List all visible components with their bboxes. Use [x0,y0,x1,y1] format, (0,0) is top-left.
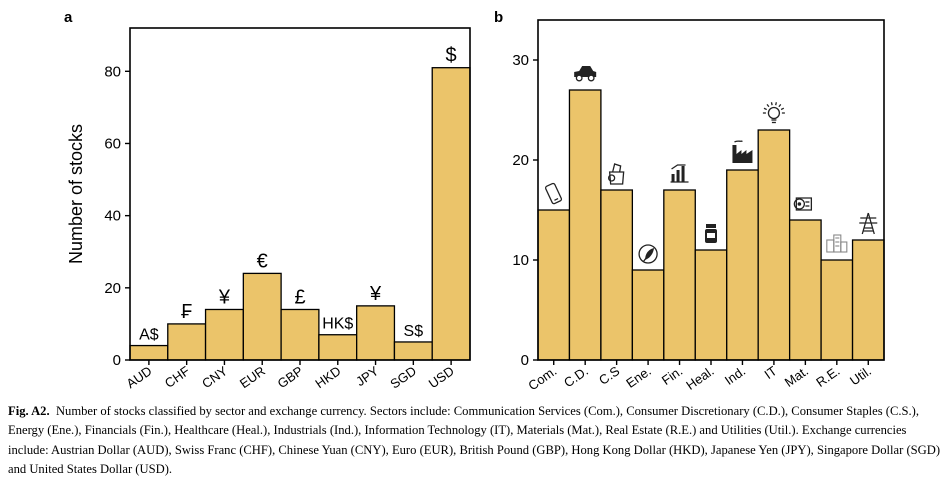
x-tick-label: Util. [847,363,874,388]
power-tower-icon [859,212,878,235]
x-tick-label: Com. [525,363,559,393]
bar-symbol: ¥ [369,283,382,305]
bar-symbol: HK$ [322,316,353,333]
bar-sgd [393,341,433,361]
x-tick-label: Ene. [623,363,654,391]
x-tick-label: Ind. [722,363,748,388]
x-tick-label: C.S [596,363,623,388]
y-tick-label: 30 [512,52,529,69]
bar-symbol: ₣ [181,301,192,323]
x-tick-label: CHF [162,363,193,391]
phone-icon [544,182,563,205]
bar-jpy [356,305,396,361]
factory-icon [732,140,753,163]
bar-eur [242,272,282,361]
bar-symbol: € [257,250,268,272]
bar-gbp [280,308,320,361]
bar-mat [788,219,822,361]
y-tick-label: 80 [104,63,121,80]
bar-ene [631,269,665,361]
bar-heal [694,249,728,361]
x-tick-label: SGD [387,363,419,391]
bar-util [851,239,885,361]
y-tick-label: 40 [104,208,121,225]
medicine-bottle-icon [705,224,717,243]
y-tick-label: 0 [521,352,529,369]
bar-ind [726,169,759,361]
y-tick-label: 20 [512,152,529,169]
x-tick-label: Heal. [683,363,716,393]
grocery-bag-icon [607,163,625,185]
y-tick-label: 60 [104,135,121,152]
bar-cny [204,308,244,361]
bar-com [537,209,571,361]
bar-cs [600,189,634,361]
bar-symbol: $ [446,45,457,67]
x-tick-label: CNY [199,363,230,391]
x-tick-label: HKD [312,363,343,391]
figure: 0 20 40 60 80 AUD CHF CNY EUR GBP HKD JPY SGD USD A$ ₣ ¥… [64,9,885,393]
lightbulb-icon [762,102,785,124]
energy-leaf-icon [638,244,658,264]
figure-caption: Fig. A2. Number of stocks classified by … [8,402,944,480]
caption-text: Number of stocks classified by sector an… [8,404,941,477]
x-tick-label: IT [762,363,780,382]
x-tick-label: Fin. [659,363,685,388]
bar-cd [568,89,602,361]
x-tick-label: C.D. [561,363,591,390]
bar-hkd [318,334,358,361]
x-tick-label: USD [426,363,457,391]
y-tick-label: 0 [113,352,121,369]
car-icon [574,66,597,82]
bar-it [757,129,791,361]
bar-symbol: £ [294,286,305,308]
x-tick-label: EUR [237,363,268,391]
bar-symbol: ¥ [218,286,231,308]
y-axis-label: Number of stocks [66,124,86,264]
x-tick-label: Mat. [782,363,811,390]
bar-chart-icon [670,164,689,183]
y-tick-label: 20 [104,280,121,297]
x-tick-label: AUD [124,363,155,391]
x-tick-label: JPY [353,363,381,389]
bar-chf [167,323,207,361]
bar-symbol: A$ [139,327,159,344]
panel-label: a [64,9,73,26]
y-tick-label: 10 [512,252,529,269]
x-tick-label: GBP [275,363,306,391]
panel-label: b [494,9,503,26]
bar-aud [129,344,169,361]
caption-label: Fig. A2. [8,404,50,418]
paper-roll-icon [793,197,813,211]
bar-symbol: S$ [404,323,424,340]
buildings-icon [826,234,848,253]
bar-fin [663,189,696,361]
bar-usd [431,67,471,361]
x-tick-label: R.E. [813,363,842,390]
bar-re [820,259,854,361]
